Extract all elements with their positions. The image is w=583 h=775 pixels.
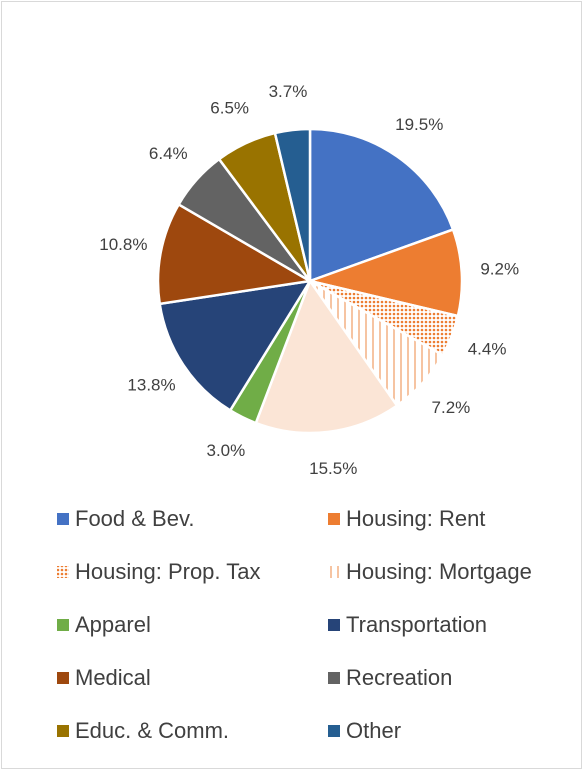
pie-slice bbox=[158, 279, 313, 413]
legend-label: Recreation bbox=[346, 665, 452, 690]
legend-label: Housing: Mortgage bbox=[346, 559, 532, 584]
legend-label: Apparel bbox=[75, 612, 151, 637]
data-label: 10.8% bbox=[99, 235, 147, 254]
legend-marker bbox=[57, 619, 69, 631]
legend-marker bbox=[57, 566, 69, 578]
data-label: 3.7% bbox=[269, 82, 308, 101]
pie-slice bbox=[273, 127, 312, 282]
data-label: 4.4% bbox=[468, 339, 507, 358]
data-label: 3.0% bbox=[207, 441, 246, 460]
legend-label: Food & Bev. bbox=[75, 506, 194, 531]
legend-marker bbox=[57, 672, 69, 684]
legend-marker bbox=[328, 513, 340, 525]
legend-label: Housing: Rent bbox=[346, 506, 485, 531]
legend-marker bbox=[57, 725, 69, 737]
legend-label: Educ. & Comm. bbox=[75, 718, 229, 743]
legend-marker bbox=[328, 619, 340, 631]
pie-slice bbox=[254, 278, 399, 435]
pie-slice bbox=[305, 227, 464, 318]
data-label: 6.4% bbox=[149, 144, 188, 163]
data-label: 15.5% bbox=[309, 459, 357, 478]
legend-marker bbox=[328, 566, 340, 578]
pie-slice bbox=[156, 202, 314, 306]
legend-label: Housing: Prop. Tax bbox=[75, 559, 260, 584]
legend-label: Medical bbox=[75, 665, 151, 690]
pie-slice bbox=[308, 127, 455, 283]
data-label: 13.8% bbox=[127, 375, 175, 394]
data-label: 7.2% bbox=[432, 398, 471, 417]
legend-marker bbox=[57, 513, 69, 525]
legend-label: Transportation bbox=[346, 612, 487, 637]
data-label: 9.2% bbox=[480, 260, 519, 279]
data-label: 19.5% bbox=[395, 115, 443, 134]
legend-marker bbox=[328, 672, 340, 684]
data-label: 6.5% bbox=[210, 98, 249, 117]
legend-marker bbox=[328, 725, 340, 737]
legend-label: Other bbox=[346, 718, 401, 743]
